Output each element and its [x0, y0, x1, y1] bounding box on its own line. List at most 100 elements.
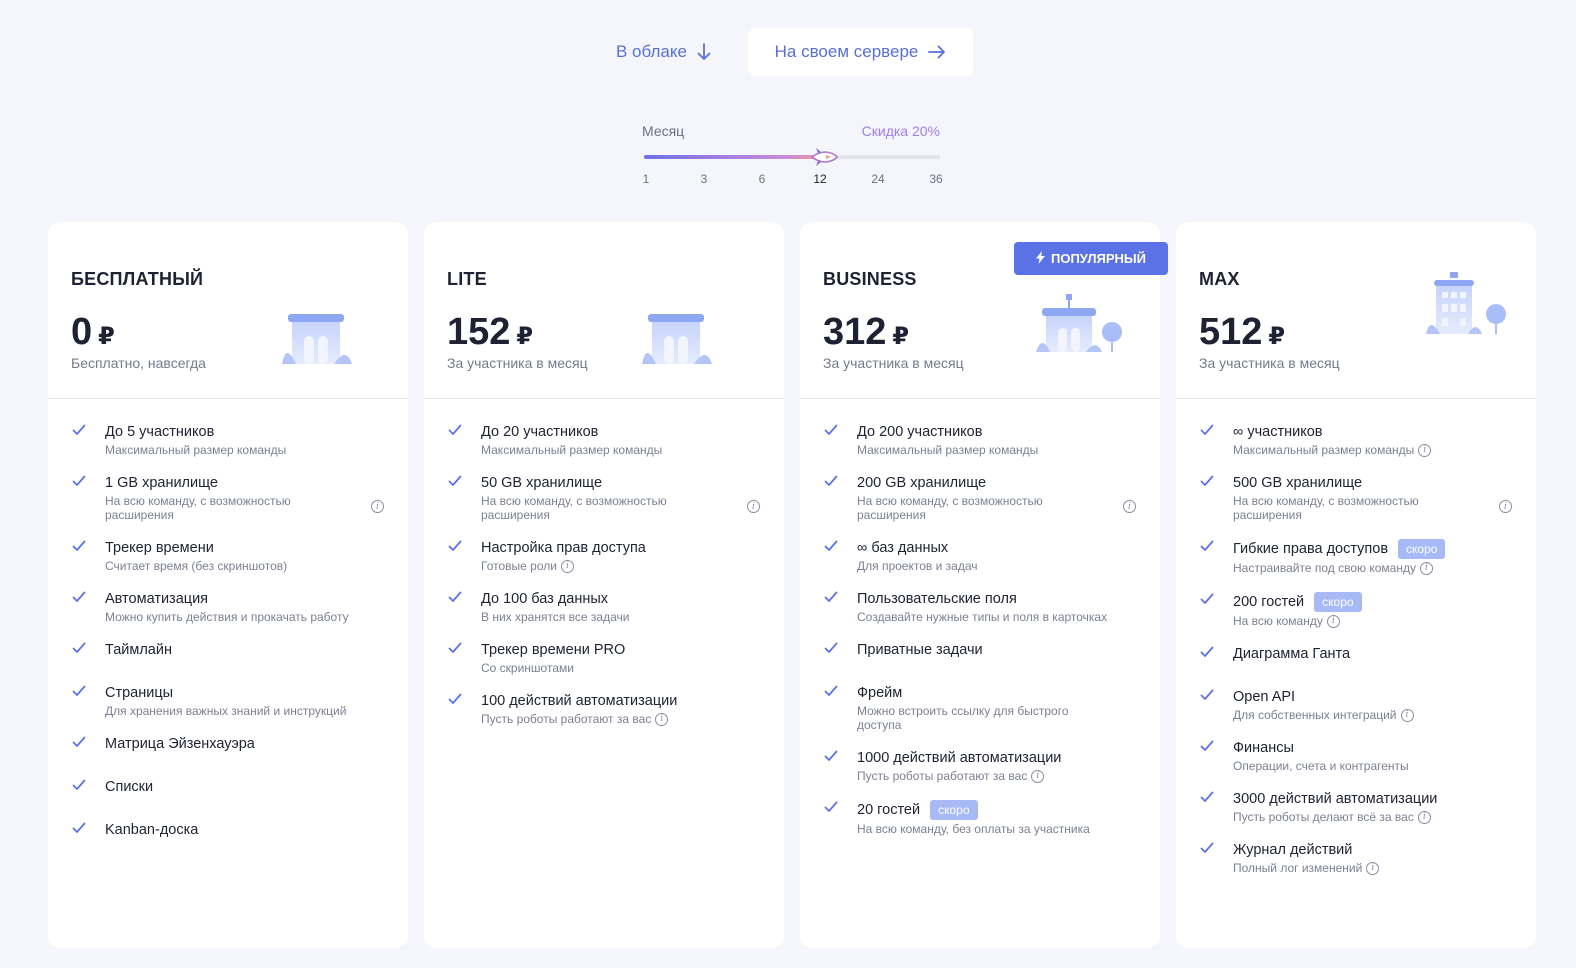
soon-badge: скоро [930, 800, 978, 820]
feature-description: Считает время (без скриншотов) [105, 559, 384, 573]
check-icon [72, 423, 86, 441]
feature-description-text: Создавайте нужные типы и поля в карточка… [857, 610, 1108, 624]
feature-item: 100 действий автоматизации Пусть роботы р… [448, 692, 760, 726]
feature-title-text: Настройка прав доступа [481, 540, 646, 556]
feature-description-text: Максимальный размер команды [1233, 443, 1415, 457]
period-tick[interactable]: 1 [642, 172, 650, 186]
feature-description-text: Пусть роботы работают за вас [481, 712, 652, 726]
info-icon[interactable]: i [1031, 769, 1045, 783]
rocket-icon[interactable] [810, 146, 838, 173]
feature-title: Страницы [105, 684, 384, 702]
tab-own-server-label: На своем сервере [774, 42, 919, 61]
feature-title: Финансы [1233, 739, 1512, 757]
info-icon[interactable]: i [1417, 810, 1431, 824]
feature-title: Таймлайн [105, 641, 384, 659]
check-icon [1200, 841, 1214, 859]
info-icon[interactable]: i [655, 712, 669, 726]
check-icon [824, 749, 838, 767]
info-icon[interactable]: i [371, 500, 384, 513]
slider-fill [644, 155, 822, 159]
feature-description-text: На всю команду, с возможностью расширени… [857, 494, 1043, 522]
feature-title: 500 GB хранилище [1233, 474, 1512, 492]
popular-badge: ПОПУЛЯРНЫЙ [1014, 242, 1168, 275]
feature-title-text: Списки [105, 779, 154, 795]
feature-item: Страницы Для хранения важных знаний и инс… [72, 684, 384, 718]
feature-item: Трекер времени Считает время (без скриншо… [72, 539, 384, 573]
info-icon[interactable]: i [1366, 861, 1380, 875]
feature-description-text: Операции, счета и контрагенты [1233, 759, 1409, 773]
arrow-right-icon [928, 45, 946, 59]
period-tick[interactable]: 36 [929, 172, 943, 186]
feature-title: 50 GB хранилище [481, 474, 760, 492]
feature-title: 20 гостей скоро [857, 800, 1136, 820]
feature-title-text: До 5 участников [105, 424, 215, 440]
period-tick[interactable]: 24 [871, 172, 885, 186]
price-note: За участника в месяц [447, 355, 588, 371]
feature-description: На всю команду, с возможностью расширени… [1233, 494, 1483, 522]
price-note: Бесплатно, навсегда [71, 355, 206, 371]
info-icon[interactable]: i [1418, 443, 1432, 457]
feature-title-text: До 100 баз данных [481, 591, 609, 607]
feature-description-text: Для собственных интеграций [1233, 708, 1397, 722]
feature-title: 3000 действий автоматизации [1233, 790, 1512, 808]
feature-item: 1 GB хранилище На всю команду, с возможно… [72, 474, 384, 522]
feature-description-text: Полный лог изменений [1233, 861, 1363, 875]
check-icon [72, 590, 86, 608]
feature-title: 200 GB хранилище [857, 474, 1136, 492]
plan-name: BUSINESS [823, 269, 917, 289]
feature-item: 1000 действий автоматизации Пусть роботы … [824, 749, 1136, 783]
feature-description-text: Для проектов и задач [857, 559, 978, 573]
feature-description: На всю команду i [1233, 614, 1512, 628]
feature-title: Гибкие права доступов скоро [1233, 539, 1512, 559]
info-icon[interactable]: i [560, 559, 574, 573]
period-tick[interactable]: 3 [700, 172, 708, 186]
feature-description: На всю команду, без оплаты за участника [857, 822, 1136, 836]
feature-description-text: Считает время (без скриншотов) [105, 559, 288, 573]
feature-description: Максимальный размер команды [481, 443, 760, 457]
check-icon [824, 641, 838, 659]
period-tick[interactable]: 6 [758, 172, 766, 186]
check-icon [448, 590, 462, 608]
feature-title-text: Open API [1233, 689, 1296, 705]
feature-list: До 20 участников Максимальный размер кома… [424, 399, 784, 726]
feature-item: Журнал действий Полный лог изменений i [1200, 841, 1512, 875]
info-icon[interactable]: i [1419, 561, 1433, 575]
feature-item: Гибкие права доступов скоро Настраивайте п… [1200, 539, 1512, 575]
feature-title-text: ∞ участников [1233, 424, 1323, 440]
check-icon [448, 641, 462, 659]
feature-description: Настраивайте под свою команду i [1233, 561, 1512, 575]
info-icon[interactable]: i [1400, 708, 1414, 722]
plan-price: 312 ₽ [823, 310, 909, 359]
feature-item: Автоматизация Можно купить действия и про… [72, 590, 384, 624]
info-icon[interactable]: i [1326, 614, 1340, 628]
price-value: 0 [71, 311, 93, 353]
period-tick[interactable]: 12 [813, 172, 827, 186]
feature-description-text: Со скриншотами [481, 661, 574, 675]
feature-description: Для собственных интеграций i [1233, 708, 1512, 722]
feature-description: Максимальный размер команды [857, 443, 1136, 457]
plan-card-business: BUSINESS 312 ₽ За участника в месяц ПОПУЛЯРН… [800, 222, 1168, 948]
slider-track[interactable] [644, 155, 940, 159]
feature-title: Приватные задачи [857, 641, 1136, 659]
check-icon [1200, 688, 1214, 706]
feature-description-text: Можно встроить ссылку для быстрого досту… [857, 704, 1069, 732]
feature-item: Таймлайн [72, 641, 384, 663]
info-icon[interactable]: i [747, 500, 760, 513]
info-icon[interactable]: i [1123, 500, 1136, 513]
feature-description: На всю команду, с возможностью расширени… [857, 494, 1107, 522]
info-icon[interactable]: i [1499, 500, 1512, 513]
tab-own-server[interactable]: На своем сервере [748, 28, 973, 76]
feature-description: Пусть роботы работают за вас i [481, 712, 760, 726]
check-icon [824, 539, 838, 557]
feature-description: Со скриншотами [481, 661, 760, 675]
building-illustration-icon [1016, 294, 1126, 369]
tab-cloud[interactable]: В облаке [616, 28, 711, 76]
feature-title-text: 3000 действий автоматизации [1233, 791, 1438, 807]
plan-card-lite: LITE 152 ₽ За участника в месяц До 20 участн… [424, 222, 784, 948]
price-value: 312 [823, 311, 887, 353]
check-icon [1200, 474, 1214, 492]
check-icon [72, 641, 86, 659]
plan-header: LITE 152 ₽ За участника в месяц [424, 222, 784, 399]
feature-item: 500 GB хранилище На всю команду, с возмож… [1200, 474, 1512, 522]
feature-item: Настройка прав доступа Готовые роли i [448, 539, 760, 573]
